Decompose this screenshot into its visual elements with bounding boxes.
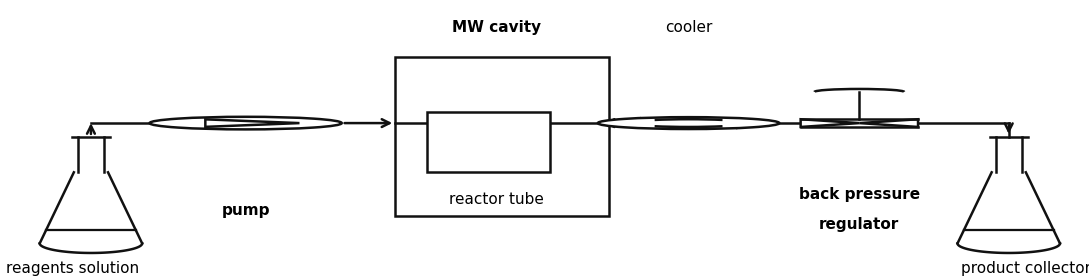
Polygon shape — [800, 119, 859, 127]
Ellipse shape — [598, 117, 780, 129]
Text: pump: pump — [221, 203, 270, 218]
Text: product collector: product collector — [960, 261, 1089, 275]
Bar — [427, 112, 550, 172]
Bar — [395, 57, 609, 216]
Ellipse shape — [149, 117, 342, 129]
Text: reactor tube: reactor tube — [449, 192, 543, 207]
Text: reagents solution: reagents solution — [5, 261, 138, 275]
Text: MW cavity: MW cavity — [452, 20, 541, 35]
Text: back pressure: back pressure — [798, 187, 920, 202]
Polygon shape — [859, 119, 918, 127]
Text: cooler: cooler — [665, 20, 712, 35]
Text: regulator: regulator — [819, 217, 900, 232]
